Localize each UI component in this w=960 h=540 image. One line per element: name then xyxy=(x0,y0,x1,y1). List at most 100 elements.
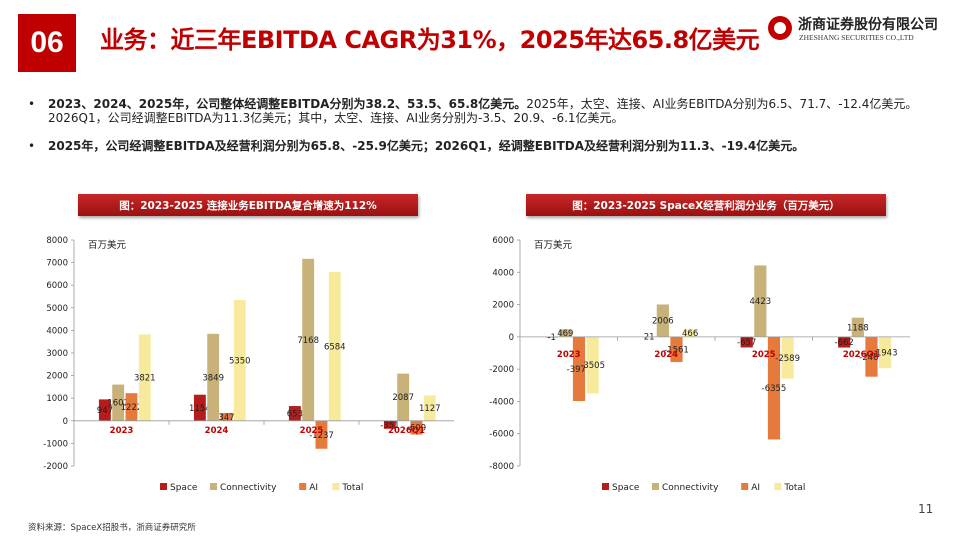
ebitda-bar-chart: -2000 -1000 0 1000 2000 3000 4000 5000 6000 7000 8… xyxy=(43,236,454,493)
bar-space xyxy=(288,406,301,421)
y-tick-label: -2000 xyxy=(489,365,514,375)
bar-ai xyxy=(572,336,586,401)
data-label: 1154 xyxy=(189,404,211,414)
data-label: -662 xyxy=(835,338,854,348)
bar-connectivity xyxy=(112,384,125,421)
data-label: -1943 xyxy=(873,349,898,359)
y-axis-unit-label: 百万美元 xyxy=(88,239,127,251)
bullet-dot-icon: • xyxy=(28,139,36,153)
bar-connectivity xyxy=(559,329,572,337)
bar-ai xyxy=(767,336,781,440)
y-tick-label: 0 xyxy=(509,333,514,343)
bar-space xyxy=(383,420,396,429)
data-label: 2006 xyxy=(652,317,674,327)
x-category-label: 2023 xyxy=(557,350,581,360)
page-title: 业务：近三年EBITDA CAGR为31%，2025年达65.8亿美元 xyxy=(100,26,760,54)
y-tick-label: 4000 xyxy=(492,268,514,278)
chart-title: 图：2023-2025 连接业务EBITDA复合增速为112% xyxy=(78,194,418,216)
legend-label: AI xyxy=(751,483,760,493)
y-tick-label: 5000 xyxy=(46,304,68,314)
x-category-label: 2023 xyxy=(110,426,134,436)
legend-swatch-ai xyxy=(299,483,307,490)
bullet-bold-text: 2025年，公司经调整EBITDA及经营利润分别为65.8、-25.9亿美元；2… xyxy=(48,139,805,153)
data-label: 1222 xyxy=(121,403,143,413)
bar-ai xyxy=(865,336,878,377)
y-tick-label: 0 xyxy=(63,417,68,427)
data-label: 3849 xyxy=(202,373,224,383)
data-label: 347 xyxy=(218,413,234,423)
data-label: -2469 xyxy=(859,353,884,363)
y-tick-label: 8000 xyxy=(46,236,68,246)
legend-swatch-connectivity xyxy=(652,483,659,490)
legend-swatch-connectivity xyxy=(210,483,217,490)
data-label: -3505 xyxy=(580,361,605,371)
company-name-cn: 浙商证券股份有限公司 xyxy=(798,17,938,33)
data-label: -1561 xyxy=(664,345,689,355)
bar-ai xyxy=(670,336,683,363)
bar-connectivity xyxy=(754,265,767,337)
bar-total xyxy=(328,272,341,421)
legend-label: Total xyxy=(341,483,363,493)
bullet-item: • 2025年，公司经调整EBITDA及经营利润分别为65.8、-25.9亿美元… xyxy=(28,139,933,153)
data-label: 469 xyxy=(557,329,573,339)
bullet-bold-text: 2023、2024、2025年，公司整体经调整EBITDA分别为38.2、53.… xyxy=(48,97,527,111)
y-tick-label: 1000 xyxy=(46,394,68,404)
legend-swatch-space xyxy=(602,483,609,490)
x-category-label: 2026Q1 xyxy=(388,426,425,436)
bar-total xyxy=(684,329,697,337)
legend-swatch-total xyxy=(332,483,340,490)
legend-label: Connectivity xyxy=(220,483,277,493)
legend-label: AI xyxy=(309,483,318,493)
bar-connectivity xyxy=(207,333,220,421)
bar-total xyxy=(586,336,599,394)
company-logo-icon xyxy=(768,16,792,40)
data-label: 947 xyxy=(97,406,113,416)
y-tick-label: 6000 xyxy=(46,281,68,291)
data-label: -609 xyxy=(407,424,426,434)
bar-ai xyxy=(220,412,233,421)
bar-total xyxy=(233,299,246,421)
section-number-badge: 06 xyxy=(18,14,76,72)
bar-connectivity xyxy=(851,317,864,337)
data-label: 466 xyxy=(682,329,698,339)
bar-connectivity xyxy=(397,373,410,421)
bar-total xyxy=(138,334,151,421)
data-label: 3821 xyxy=(134,374,156,384)
data-label: 2087 xyxy=(392,393,414,403)
y-tick-label: 2000 xyxy=(46,372,68,382)
source-note: 资料来源：SpaceX招股书，浙商证券研究所 xyxy=(28,523,196,533)
data-label: 5350 xyxy=(229,356,251,366)
data-label: 6584 xyxy=(324,342,346,352)
bar-connectivity xyxy=(656,304,669,337)
y-tick-label: -6000 xyxy=(489,430,514,440)
bar-ai xyxy=(125,393,138,421)
bar-space xyxy=(838,336,851,348)
legend-swatch-space xyxy=(160,483,167,490)
bar-space xyxy=(193,394,206,421)
legend-label: Total xyxy=(783,483,805,493)
data-label: 7168 xyxy=(297,336,319,346)
company-name-en: ZHESHANG SECURITIES CO.,LTD xyxy=(799,33,914,42)
data-label: 1127 xyxy=(419,404,441,414)
y-tick-label: 6000 xyxy=(492,236,514,246)
data-label: 653 xyxy=(287,409,303,419)
data-label: -6355 xyxy=(762,384,787,394)
y-tick-label: -8000 xyxy=(489,462,514,472)
bullet-dot-icon: • xyxy=(28,97,36,111)
y-tick-label: 7000 xyxy=(46,259,68,269)
bar-space xyxy=(98,399,111,421)
y-tick-label: 2000 xyxy=(492,301,514,311)
x-category-label: 2024 xyxy=(205,426,229,436)
y-tick-label: -2000 xyxy=(43,462,68,472)
data-label: -3973 xyxy=(567,365,592,375)
bar-connectivity xyxy=(302,258,315,421)
data-label: 1188 xyxy=(847,323,869,333)
bar-ai xyxy=(410,420,423,435)
legend-label: Space xyxy=(170,483,198,493)
data-label: -657 xyxy=(737,338,756,348)
data-label: 21 xyxy=(644,333,655,343)
chart-title: 图：2023-2025 SpaceX经营利润分业务（百万美元） xyxy=(526,194,886,216)
data-label: -351 xyxy=(380,421,399,431)
x-category-label: 2025 xyxy=(300,426,324,436)
